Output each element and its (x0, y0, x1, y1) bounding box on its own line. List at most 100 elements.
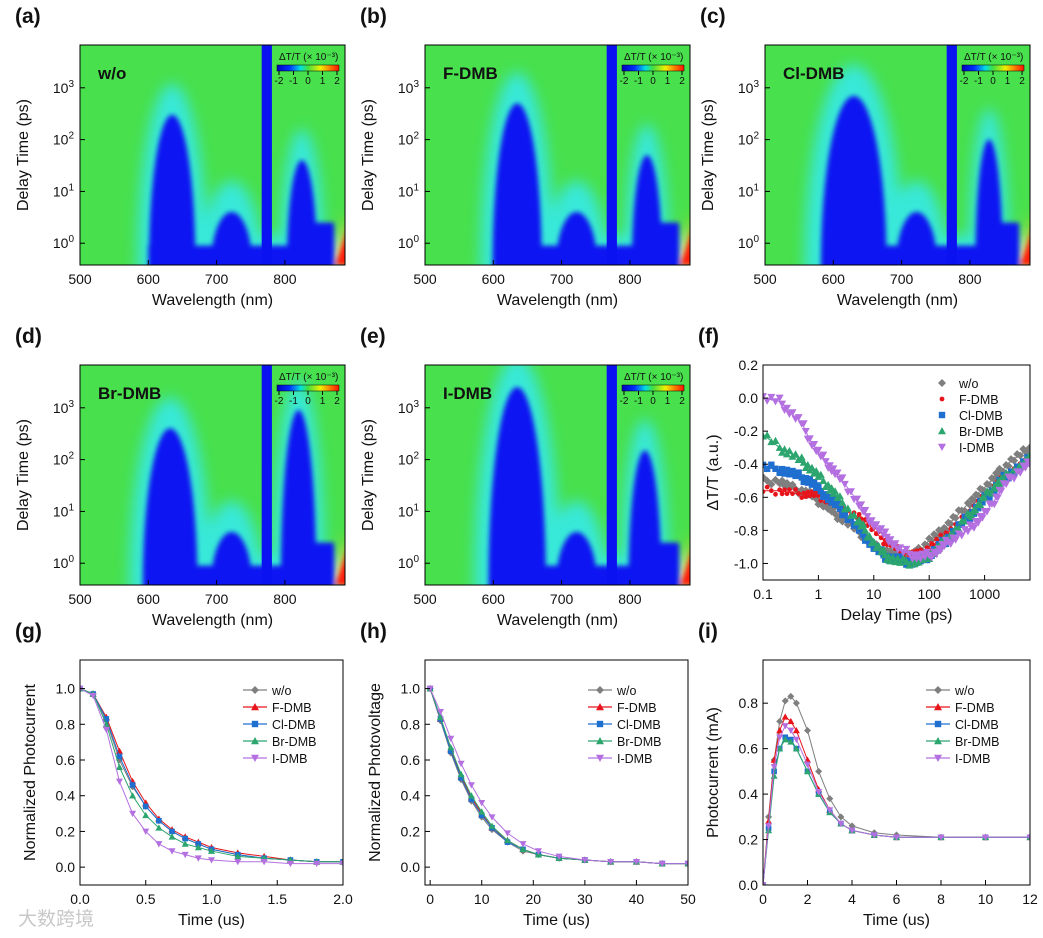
colorbar-tick-label: 2 (334, 76, 340, 87)
exponent: 2 (68, 451, 74, 462)
data-point (632, 858, 640, 866)
series-line (763, 725, 1030, 885)
data-point (954, 524, 963, 533)
y-tick-label: 103 (738, 79, 760, 96)
data-point (767, 393, 776, 402)
y-tick-label: -0.4 (734, 456, 758, 472)
exponent: 3 (68, 79, 74, 90)
y-axis-title: Delay Time (ps) (360, 419, 377, 531)
data-point (958, 521, 965, 528)
data-point (1019, 445, 1028, 454)
x-tick-label: 100 (918, 586, 942, 602)
panel-label: (g) (15, 620, 42, 643)
legend-label: Cl-DMB (272, 718, 316, 732)
nir-bleach (310, 542, 335, 585)
data-point (436, 713, 444, 720)
data-point (810, 441, 819, 449)
data-point (115, 778, 123, 785)
data-point (799, 420, 808, 428)
data-point (838, 474, 847, 482)
legend-label: w/o (271, 684, 292, 698)
bleach-band (628, 450, 662, 585)
data-point (982, 834, 989, 841)
data-point (891, 557, 900, 566)
data-point (974, 505, 982, 512)
bleach-layer (488, 387, 690, 585)
colorbar (621, 64, 685, 72)
data-point (829, 465, 838, 473)
data-point (773, 491, 778, 497)
data-point (777, 487, 783, 493)
data-point (819, 476, 828, 484)
bleach-band (631, 155, 662, 265)
data-point (156, 817, 162, 824)
exponent: 3 (753, 79, 759, 90)
legend-label: w/o (958, 377, 979, 391)
y-axis-title: Normalized Photocurrent (22, 683, 39, 861)
data-point (815, 482, 822, 489)
positive-signal (335, 237, 345, 265)
legend-marker (934, 754, 942, 762)
bleach-band (286, 160, 317, 265)
colorbar (276, 64, 340, 72)
data-point (234, 858, 242, 866)
data-point (859, 520, 868, 528)
data-point (838, 498, 847, 506)
data-point (1010, 456, 1019, 465)
data-point (902, 545, 911, 554)
panel-label: (a) (15, 5, 41, 28)
heatmap (425, 45, 690, 265)
data-point (182, 835, 188, 842)
x-tick-label: 1.5 (268, 891, 288, 907)
x-tick-label: 10 (978, 891, 994, 907)
legend-marker (934, 737, 942, 745)
x-tick-label: 50 (680, 891, 696, 907)
data-point (781, 736, 789, 743)
exponent: 0 (413, 234, 419, 245)
exponent: 2 (413, 131, 419, 142)
y-tick-label: 1.0 (401, 681, 421, 697)
colorbar-tick-label: 1 (320, 396, 326, 407)
data-point (781, 723, 789, 730)
legend (938, 379, 946, 451)
exponent: 1 (753, 182, 759, 193)
colorbar-tick-label: 0 (305, 76, 311, 87)
data-point (886, 536, 895, 544)
colorbar-tick-label: -2 (275, 76, 284, 87)
x-tick-label: 800 (618, 271, 642, 287)
x-axis-title: Time (us) (178, 912, 245, 929)
data-point (802, 475, 809, 482)
panel-label: (b) (360, 5, 387, 28)
legend-marker (251, 754, 259, 762)
sample-label: w/o (97, 64, 126, 83)
x-axis-title: Delay Time (ps) (840, 607, 952, 624)
colorbar-tick-label: -1 (289, 76, 298, 87)
data-point (814, 446, 823, 454)
legend-label: Br-DMB (617, 735, 661, 749)
exponent: 0 (68, 234, 74, 245)
data-point (581, 857, 589, 864)
plot-frame (762, 364, 1031, 581)
data-point (804, 767, 811, 775)
data-point (447, 748, 454, 754)
data-point (821, 458, 830, 466)
data-point (855, 516, 864, 524)
plot-frame (764, 44, 1031, 266)
data-point (859, 531, 867, 538)
exponent: 1 (68, 182, 74, 193)
data-point (896, 558, 905, 566)
data-point (684, 860, 688, 868)
legend-label: F-DMB (959, 393, 999, 407)
data-point (772, 465, 779, 472)
data-point (775, 394, 784, 402)
y-tick-label: 0.2 (739, 357, 759, 373)
data-point (826, 493, 834, 501)
sample-label: F-DMB (443, 64, 498, 83)
y-tick-label: 0.4 (401, 788, 421, 804)
bleach-band (975, 139, 1003, 265)
data-point (792, 472, 799, 480)
data-point (846, 488, 855, 496)
data-point (799, 495, 805, 500)
